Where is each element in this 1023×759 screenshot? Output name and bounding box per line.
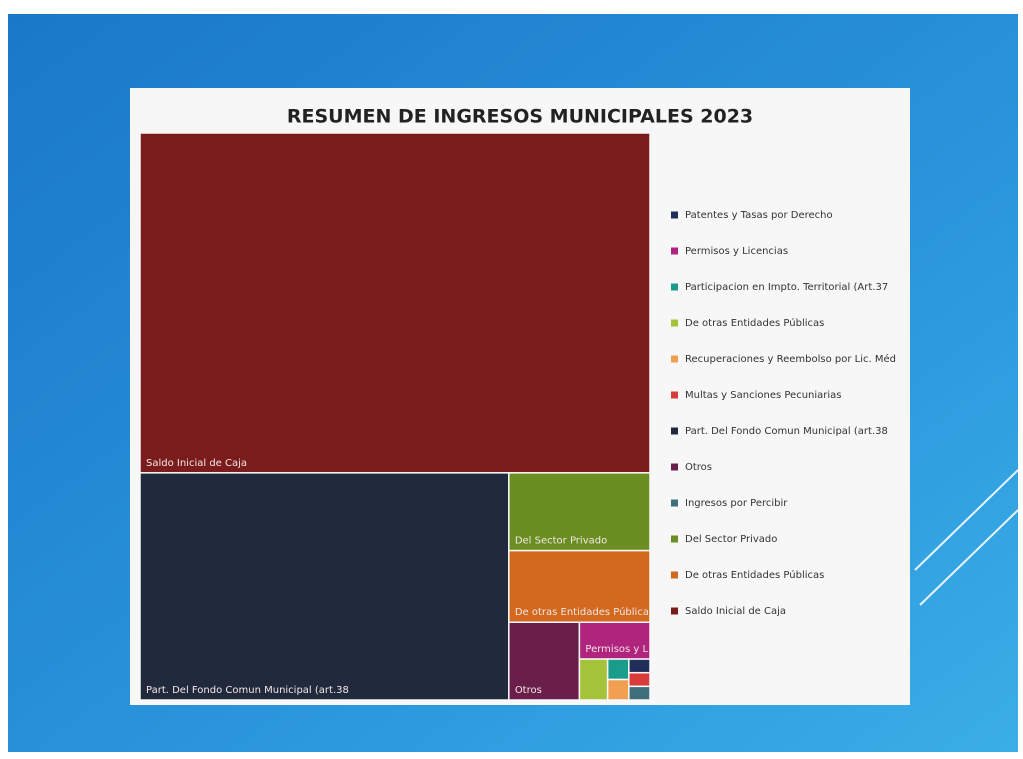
treemap-cell (628, 671, 651, 688)
treemap-cell (139, 132, 651, 474)
legend-label: Del Sector Privado (685, 534, 777, 545)
legend-swatch (671, 391, 678, 399)
legend-swatch (671, 571, 678, 579)
legend-swatch (671, 319, 678, 327)
legend-label: Recuperaciones y Reembolso por Lic. Méd (685, 353, 896, 365)
legend-label: De otras Entidades Públicas (685, 317, 824, 329)
legend-label: Multas y Sanciones Pecuniarias (685, 390, 842, 401)
treemap-cell (606, 658, 630, 681)
legend-label: Saldo Inicial de Caja (685, 606, 786, 617)
chart-title: RESUMEN DE INGRESOS MUNICIPALES 2023 (287, 106, 753, 128)
treemap-cell (508, 549, 651, 623)
legend-label: Otros (685, 462, 712, 473)
decor-line (914, 469, 1019, 571)
legend-swatch (671, 463, 678, 471)
legend-swatch (671, 247, 678, 255)
legend-swatch (671, 535, 678, 543)
cell-label: Permisos y Licencias (585, 644, 688, 655)
treemap-cell (628, 685, 651, 701)
legend-swatch (671, 355, 678, 363)
treemap-cell (578, 658, 609, 701)
legend-swatch (671, 499, 678, 507)
cell-label: Del Sector Privado (515, 536, 607, 547)
legend-label: Participacion en Impto. Territorial (Art… (685, 282, 888, 293)
treemap-cell (139, 472, 510, 701)
legend-swatch (671, 211, 678, 219)
legend-swatch (671, 283, 678, 291)
cell-label: De otras Entidades Públicas (515, 606, 654, 618)
cell-label: Otros (515, 685, 542, 696)
treemap-cell (628, 658, 651, 674)
legend-label: Part. Del Fondo Comun Municipal (art.38 (685, 426, 888, 437)
cell-label: Part. Del Fondo Comun Municipal (art.38 (146, 685, 349, 696)
legend-swatch (671, 607, 678, 615)
cell-label: Saldo Inicial de Caja (146, 458, 247, 469)
legend-label: Permisos y Licencias (685, 246, 788, 257)
treemap-cell (606, 678, 630, 701)
treemap-cell (508, 472, 651, 552)
legend-label: De otras Entidades Públicas (685, 569, 824, 581)
decor-line (919, 509, 1019, 606)
legend-swatch (671, 427, 678, 435)
legend-label: Patentes y Tasas por Derecho (685, 210, 833, 221)
treemap-cell (578, 621, 651, 660)
legend-label: Ingresos por Percibir (685, 498, 788, 509)
